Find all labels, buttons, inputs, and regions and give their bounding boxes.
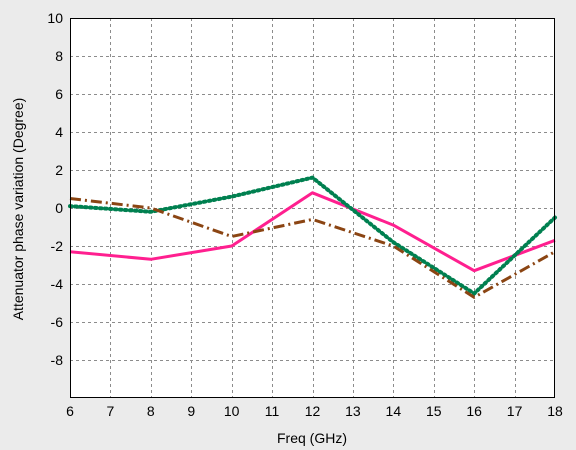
- y-tick-label: 2: [55, 162, 63, 178]
- y-tick-label: 8: [55, 48, 63, 64]
- x-tick-label: 15: [426, 403, 442, 419]
- x-tick-label: 9: [187, 403, 195, 419]
- y-tick-label: -2: [51, 238, 64, 254]
- series-line-3: [69, 197, 556, 299]
- x-tick-label: 7: [107, 403, 115, 419]
- x-tick-label: 12: [305, 403, 321, 419]
- y-tick-label: -4: [51, 276, 64, 292]
- y-tick-label: -8: [51, 352, 64, 368]
- x-tick-label: 11: [265, 403, 280, 419]
- x-tick-label: 16: [466, 403, 482, 419]
- x-axis-title: Freq (GHz): [277, 430, 347, 446]
- x-tick-label: 13: [345, 403, 361, 419]
- y-tick-label: 0: [55, 200, 63, 216]
- grid: [70, 18, 555, 398]
- series-line-2: [68, 175, 557, 296]
- x-tick-label: 17: [507, 403, 523, 419]
- x-tick-label: 14: [386, 403, 402, 419]
- x-tick-label: 8: [147, 403, 155, 419]
- series-line-1: [69, 191, 556, 273]
- y-tick-label: 6: [55, 86, 63, 102]
- y-axis-title: Attenuator phase variation (Degree): [10, 98, 26, 321]
- series-group: [68, 175, 557, 299]
- y-tick-label: -6: [51, 314, 64, 330]
- y-tick-label: 4: [55, 124, 63, 140]
- tick-labels: 6 7 8 9 10 11 12 13 14 15 16 17 18 10 8 6 4 2 0 -2 -4 -6 -8: [47, 10, 563, 419]
- y-tick-label: 10: [47, 10, 63, 26]
- x-tick-label: 18: [547, 403, 563, 419]
- plot-border: [70, 18, 555, 398]
- x-tick-label: 6: [66, 403, 74, 419]
- x-tick-label: 10: [224, 403, 240, 419]
